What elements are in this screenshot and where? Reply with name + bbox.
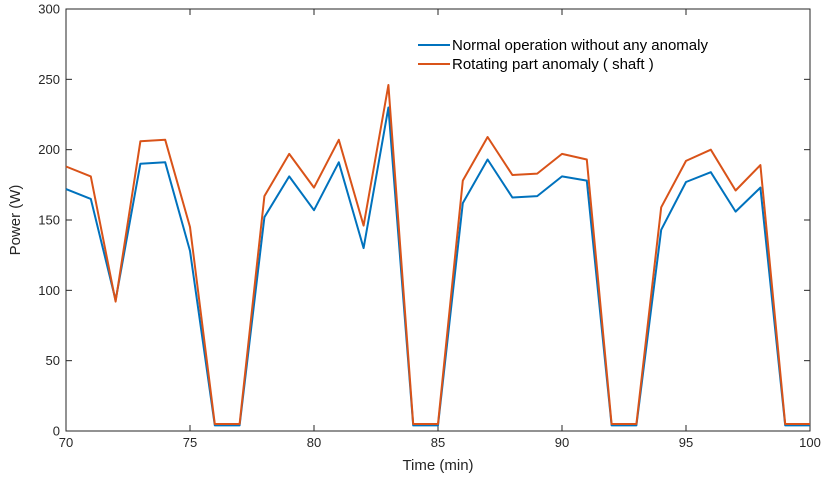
axes: 70 75 80 85 90 95 100 0 50 100 150 200 250 300 (38, 2, 821, 451)
x-tick-label: 100 (799, 435, 821, 450)
y-tick-label: 300 (38, 2, 60, 17)
y-tick-label: 200 (38, 142, 60, 157)
x-axis-title: Time (min) (402, 457, 473, 474)
x-tick-label: 70 (59, 435, 73, 450)
legend-label-normal: Normal operation without any anomaly (452, 37, 708, 54)
series-line-shaft-anomaly (65, 84, 810, 425)
y-tick-label: 100 (38, 283, 60, 298)
x-tick-label: 85 (431, 435, 445, 450)
y-tick-label: 0 (53, 424, 60, 439)
series-line-normal (65, 106, 810, 427)
y-tick-label: 50 (46, 353, 60, 368)
legend-label-shaft-anomaly: Rotating part anomaly ( shaft ) (452, 56, 654, 73)
x-tick-label: 95 (679, 435, 693, 450)
legend: Normal operation without any anomaly Rot… (414, 31, 744, 75)
legend-box (414, 31, 744, 75)
x-tick-label: 80 (307, 435, 321, 450)
x-tick-label: 90 (555, 435, 569, 450)
y-tick-label: 250 (38, 72, 60, 87)
x-tick-label: 75 (183, 435, 197, 450)
y-tick-label: 150 (38, 213, 60, 228)
y-axis-title: Power (W) (7, 185, 24, 256)
series-lines (65, 84, 810, 427)
